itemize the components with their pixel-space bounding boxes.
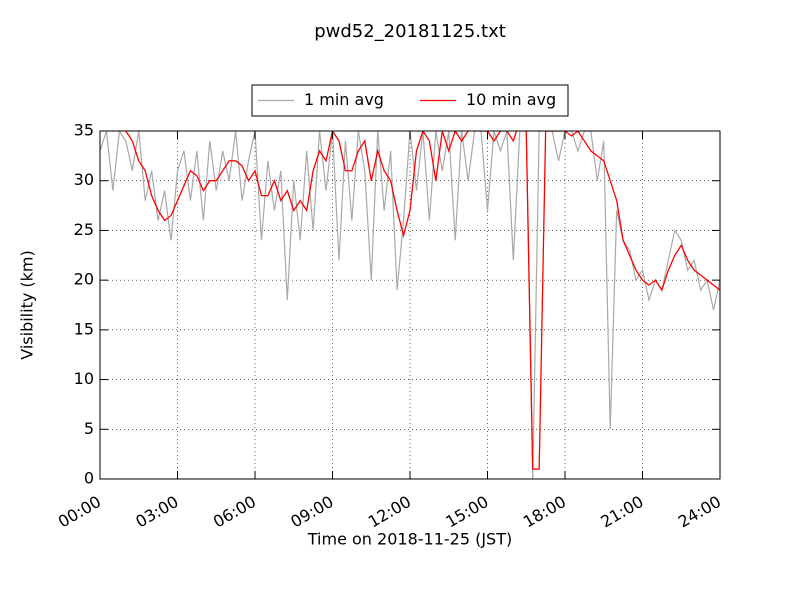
y-tick-label: 0 [84, 469, 94, 488]
y-axis-label: Visibility (km) [18, 250, 37, 359]
y-tick-label: 15 [74, 319, 94, 338]
y-tick-label: 30 [74, 170, 94, 189]
y-tick-label: 20 [74, 270, 94, 289]
legend: 1 min avg 10 min avg [251, 84, 569, 117]
series-area [100, 131, 720, 479]
series-line [100, 131, 720, 479]
y-tick-label: 5 [84, 419, 94, 438]
chart-title: pwd52_20181125.txt [314, 21, 506, 42]
x-axis-label: Time on 2018-11-25 (JST) [307, 530, 512, 549]
series-line [100, 131, 720, 470]
y-tick-label: 25 [74, 220, 94, 239]
legend-label: 10 min avg [466, 90, 556, 109]
y-tick-label: 10 [74, 369, 94, 388]
y-tick-label: 35 [74, 121, 94, 140]
legend-label: 1 min avg [304, 90, 384, 109]
legend-box [251, 84, 569, 117]
